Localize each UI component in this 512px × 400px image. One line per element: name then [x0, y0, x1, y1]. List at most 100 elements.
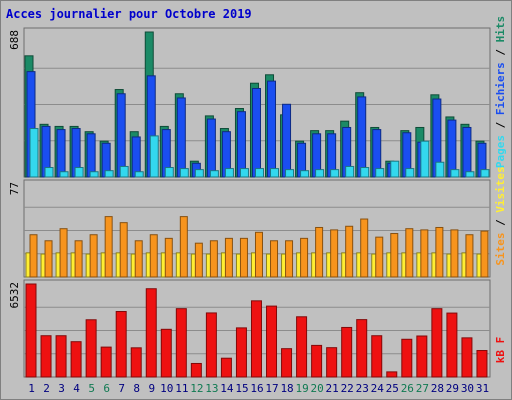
- bar-files: [236, 111, 246, 178]
- legend-separator: /: [494, 213, 507, 233]
- bar-pages: [270, 168, 280, 178]
- bar-files: [251, 87, 261, 178]
- chart-title: Acces journalier pour Octobre 2019: [6, 7, 252, 21]
- day-label: 5: [88, 382, 95, 395]
- bar-files: [116, 93, 126, 178]
- bar-kb: [250, 300, 262, 378]
- bar-pages: [360, 167, 370, 178]
- bar-pages: [480, 169, 490, 178]
- bar-kb: [100, 346, 112, 378]
- bar-kb: [40, 335, 52, 378]
- panel-3-max-label: 6532: [8, 282, 21, 309]
- bar-kb: [281, 348, 293, 378]
- bar-kb: [25, 283, 37, 378]
- bar-visits: [179, 216, 188, 278]
- panel-3-legend: kB F: [494, 337, 507, 364]
- day-label: 2: [43, 382, 50, 395]
- bar-pages: [465, 171, 475, 178]
- bar-kb: [386, 371, 398, 378]
- day-label: 16: [250, 382, 263, 395]
- bar-visits: [465, 234, 474, 278]
- day-label: 31: [476, 382, 489, 395]
- bar-kb: [311, 344, 323, 378]
- panel-2-max-label: 77: [8, 182, 21, 195]
- bar-kb: [220, 357, 232, 378]
- bar-visits: [405, 228, 414, 278]
- bar-pages: [300, 170, 310, 178]
- bar-kb: [326, 347, 338, 378]
- bar-visits: [450, 229, 459, 278]
- day-label: 4: [73, 382, 80, 395]
- legend-item: kB F: [494, 337, 507, 364]
- bar-pages: [59, 171, 69, 178]
- bar-visits: [345, 225, 354, 278]
- legend-separator: /: [494, 42, 507, 62]
- legend-item: Sites: [494, 233, 507, 266]
- bar-visits: [29, 234, 38, 278]
- bar-pages: [104, 170, 114, 178]
- bar-visits: [390, 233, 399, 278]
- bar-pages: [164, 167, 174, 178]
- bar-kb: [431, 308, 443, 378]
- day-label: 7: [118, 382, 125, 395]
- day-label: 19: [295, 382, 308, 395]
- day-label: 25: [386, 382, 399, 395]
- bar-kb: [266, 305, 278, 378]
- bar-visits: [270, 240, 279, 278]
- bar-pages: [134, 171, 144, 178]
- bar-kb: [235, 327, 247, 378]
- day-label: 30: [461, 382, 474, 395]
- bar-kb: [356, 319, 368, 378]
- day-label: 11: [175, 382, 188, 395]
- bar-pages: [209, 170, 219, 178]
- bar-pages: [74, 167, 84, 178]
- bar-pages: [285, 169, 295, 178]
- bar-kb: [190, 362, 202, 378]
- day-label: 13: [205, 382, 218, 395]
- panel-2-legend: Sites / Visites: [494, 166, 507, 265]
- day-label: 14: [220, 382, 234, 395]
- bar-files: [447, 119, 457, 178]
- bar-visits: [89, 234, 98, 278]
- bar-visits: [285, 240, 294, 278]
- day-label: 28: [431, 382, 444, 395]
- bar-kb: [130, 347, 142, 378]
- bar-visits: [44, 240, 53, 278]
- bar-kb: [341, 326, 353, 378]
- bar-pages: [330, 169, 340, 178]
- bar-kb: [55, 335, 67, 378]
- day-label: 17: [265, 382, 278, 395]
- panel-1-legend: Pages / Fichiers / Hits: [494, 16, 507, 168]
- day-label: 29: [446, 382, 459, 395]
- day-label: 12: [190, 382, 203, 395]
- bar-visits: [59, 228, 68, 278]
- day-label: 23: [356, 382, 369, 395]
- bar-visits: [194, 242, 203, 278]
- bar-files: [357, 96, 367, 178]
- bar-pages: [29, 128, 39, 178]
- bar-files: [176, 97, 186, 178]
- bar-pages: [345, 165, 355, 178]
- day-label: 3: [58, 382, 65, 395]
- bar-pages: [375, 168, 385, 178]
- bar-kb: [205, 312, 217, 378]
- bar-kb: [160, 328, 172, 378]
- bar-visits: [330, 229, 339, 278]
- bar-files: [462, 126, 472, 178]
- bar-pages: [435, 161, 445, 178]
- legend-item: Visites: [494, 166, 507, 212]
- bar-pages: [89, 171, 99, 178]
- bar-pages: [179, 168, 189, 178]
- bar-visits: [224, 237, 233, 278]
- day-label: 8: [133, 382, 140, 395]
- bar-pages: [194, 169, 204, 178]
- day-label: 1: [28, 382, 35, 395]
- bar-visits: [149, 234, 158, 278]
- day-label: 18: [280, 382, 293, 395]
- legend-separator: /: [494, 115, 507, 135]
- day-label: 24: [371, 382, 385, 395]
- bar-pages: [420, 140, 430, 178]
- bar-visits: [360, 218, 369, 278]
